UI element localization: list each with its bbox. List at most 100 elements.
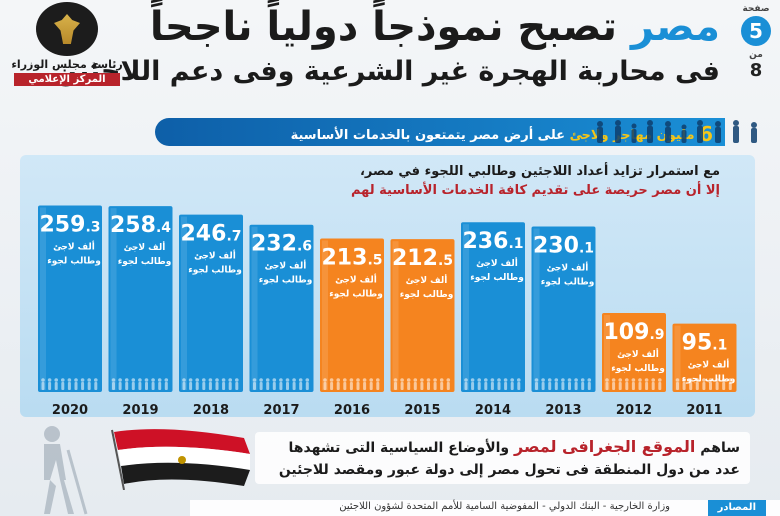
- bar-crowd-icon-2015: [393, 378, 451, 390]
- bar-group-2012: 109.9 ألف لاجئ وطالب لجوء 2012: [602, 312, 666, 418]
- bar-value-2017: 232.6: [251, 232, 312, 257]
- source-bar: وزارة الخارجية - البنك الدولي - المفوضية…: [190, 500, 780, 516]
- bar-unit2-2011: وطالب لجوء: [682, 375, 736, 385]
- cabinet-logo: رئاسة مجلس الوزراء المركز الإعلامي: [8, 2, 126, 88]
- year-label-2018: 2018: [193, 403, 229, 418]
- bar-group-2019: 258.4 ألف لاجئ وطالب لجوء 2019: [108, 206, 173, 418]
- bar-group-2016: 213.5 ألف لاجئ وطالب لجوء 2016: [320, 238, 384, 418]
- bar-crowd-icon-2011: [675, 378, 733, 390]
- bar-unit1-2012: ألف لاجئ: [617, 348, 659, 360]
- eagle-seal-icon: [36, 2, 98, 56]
- source-text: وزارة الخارجية - البنك الدولي - المفوضية…: [339, 501, 670, 512]
- bar-unit1-2015: ألف لاجئ: [406, 274, 448, 286]
- chart-subtitle-line2: إلا أن مصر حريصة على تقديم كافة الخدمات …: [350, 183, 720, 198]
- bar-value-2019: 258.4: [110, 213, 171, 238]
- title-accent: مصر: [630, 4, 721, 50]
- note-highlight: الموقع الجغرافى لمصر: [514, 437, 696, 456]
- bar-shine-2016: [322, 240, 328, 390]
- year-label-2014: 2014: [475, 403, 511, 418]
- page-indicator: صفحة 5 من 8: [737, 4, 775, 81]
- bar-crowd-icon-2019: [111, 378, 169, 390]
- banner-rest: على أرض مصر يتمتعون بالخدمات الأساسية: [290, 128, 566, 143]
- bar-unit1-2011: ألف لاجئ: [688, 359, 730, 371]
- bar-group-2017: 232.6 ألف لاجئ وطالب لجوء 2017: [249, 224, 314, 418]
- bar-crowd-icon-2020: [41, 378, 98, 390]
- main-subtitle: فى محاربة الهجرة غير الشرعية وفى دعم الل…: [54, 56, 720, 87]
- page-current: 5: [741, 16, 771, 46]
- bar-shine-2018: [181, 216, 187, 390]
- bar-unit2-2012: وطالب لجوء: [611, 364, 665, 374]
- bar-unit1-2017: ألف لاجئ: [265, 260, 307, 272]
- page-separator: من: [749, 50, 763, 60]
- bar-value-2016: 213.5: [322, 245, 383, 270]
- bar-2014: [461, 222, 525, 392]
- bar-2019: [108, 206, 173, 392]
- bar-2018: [179, 214, 243, 392]
- bottom-note: ساهم الموقع الجغرافى لمصر والأوضاع السيا…: [279, 436, 740, 481]
- bar-unit2-2015: وطالب لجوء: [400, 290, 454, 300]
- bar-unit2-2013: وطالب لجوء: [541, 278, 595, 288]
- bar-crowd-icon-2017: [252, 378, 310, 390]
- bar-crowd-icon-2014: [464, 378, 521, 390]
- egypt-flag-icon: [111, 429, 250, 490]
- year-label-2015: 2015: [404, 403, 440, 418]
- bar-unit1-2020: ألف لاجئ: [53, 241, 95, 253]
- bar-2012: [602, 312, 666, 392]
- walking-figure-icon: [44, 426, 88, 515]
- bar-group-2014: 236.1 ألف لاجئ وطالب لجوء 2014: [461, 222, 525, 418]
- note-part1: ساهم: [700, 440, 740, 456]
- year-label-2012: 2012: [616, 403, 652, 418]
- bar-unit1-2019: ألف لاجئ: [124, 241, 166, 253]
- note-box: [255, 432, 750, 484]
- bar-group-2020: 259.3 ألف لاجئ وطالب لجوء 2020: [38, 205, 102, 418]
- year-label-2016: 2016: [334, 403, 370, 418]
- bar-unit1-2016: ألف لاجئ: [335, 273, 377, 285]
- bar-value-2015: 212.5: [392, 246, 453, 271]
- page-total: 8: [749, 60, 763, 81]
- chart-subtitle: مع استمرار تزايد أعداد اللاجئين وطالبي ا…: [351, 162, 720, 200]
- bar-shine-2020: [40, 207, 46, 390]
- year-label-2013: 2013: [545, 403, 581, 418]
- bar-unit1-2018: ألف لاجئ: [194, 250, 236, 262]
- bar-crowd-icon-2012: [605, 378, 662, 390]
- source-label: المصادر: [707, 500, 766, 516]
- bar-2015: [390, 239, 455, 392]
- bar-group-2015: 212.5 ألف لاجئ وطالب لجوء 2015: [390, 239, 455, 418]
- migrants-silhouette-icon: [597, 120, 757, 143]
- bar-crowd-icon-2018: [182, 378, 239, 390]
- bar-shine-2014: [463, 224, 469, 390]
- bar-unit2-2020: وطالب لجوء: [47, 257, 101, 267]
- bar-unit1-2014: ألف لاجئ: [476, 257, 518, 269]
- bar-shine-2017: [251, 226, 258, 390]
- year-label-2011: 2011: [686, 403, 722, 418]
- bar-shine-2015: [392, 241, 399, 390]
- bar-2017: [249, 224, 314, 392]
- bar-unit1-2013: ألف لاجئ: [547, 262, 589, 274]
- bar-value-2018: 246.7: [181, 222, 242, 247]
- bar-shine-2012: [604, 314, 610, 390]
- bar-unit2-2017: وطالب لجوء: [259, 276, 313, 286]
- bar-shine-2019: [110, 208, 117, 390]
- bar-value-2020: 259.3: [40, 213, 101, 238]
- bar-unit2-2018: وطالب لجوء: [188, 266, 242, 276]
- bar-2020: [38, 205, 102, 392]
- bar-value-2011: 95.1: [682, 331, 728, 356]
- bar-shine-2013: [533, 228, 540, 390]
- bar-shine-2011: [674, 325, 681, 390]
- year-label-2020: 2020: [52, 403, 88, 418]
- year-label-2017: 2017: [263, 403, 299, 418]
- logo-line2: المركز الإعلامي: [14, 73, 120, 86]
- bar-unit2-2016: وطالب لجوء: [329, 289, 383, 299]
- main-title: مصر تصبح نموذجاً دولياً ناجحاً: [150, 4, 721, 50]
- logo-line1: رئاسة مجلس الوزراء: [11, 58, 123, 71]
- note-part2: والأوضاع السياسية التى تشهدها: [288, 440, 510, 456]
- bar-group-2011: 95.1 ألف لاجئ وطالب لجوء 2011: [672, 323, 737, 418]
- bar-2011: [672, 323, 737, 392]
- bar-value-2013: 230.1: [533, 234, 594, 259]
- year-label-2019: 2019: [122, 403, 158, 418]
- bar-crowd-icon-2013: [534, 378, 592, 390]
- bar-crowd-icon-2016: [323, 378, 380, 390]
- bar-group-2013: 230.1 ألف لاجئ وطالب لجوء 2013: [531, 226, 596, 418]
